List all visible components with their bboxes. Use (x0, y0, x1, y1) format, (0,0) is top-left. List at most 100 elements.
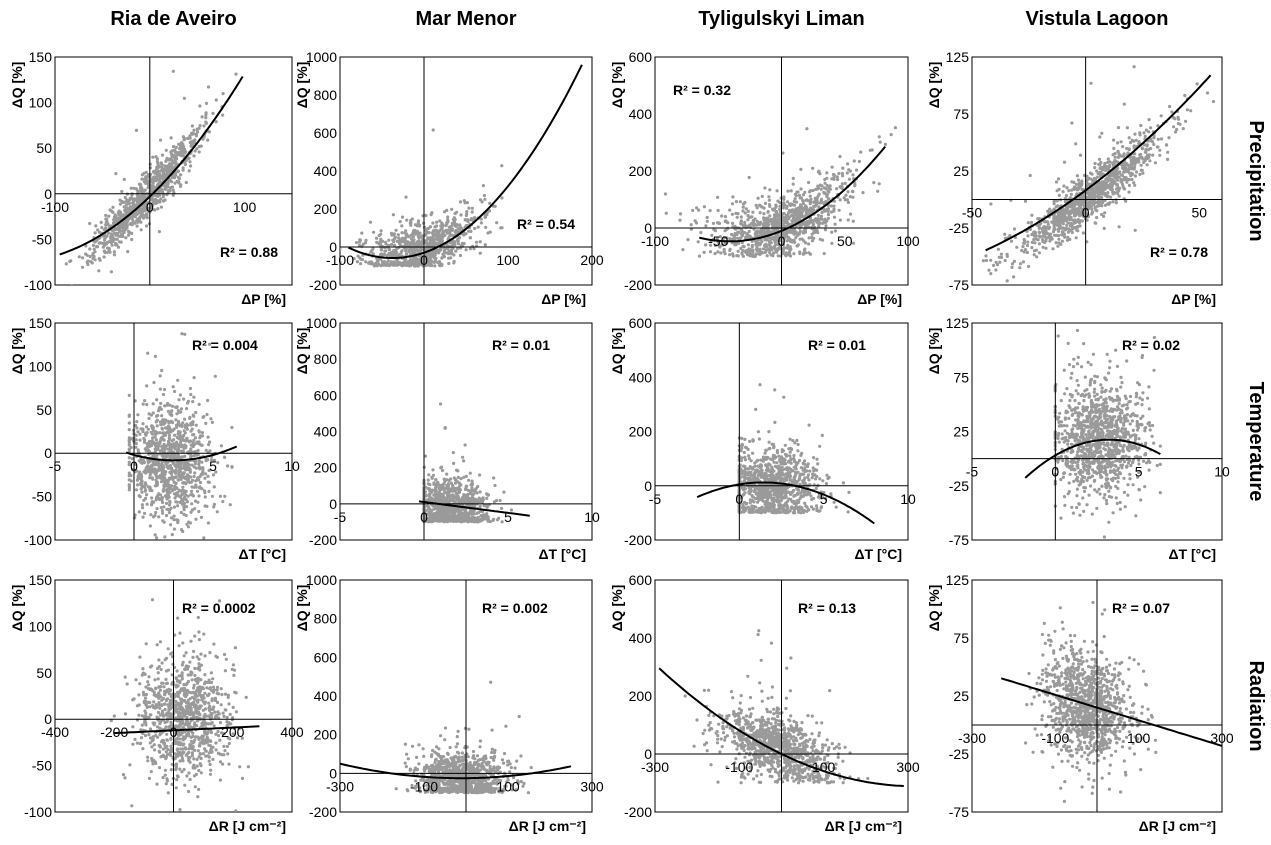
data-point (1133, 132, 1137, 136)
data-point (790, 229, 794, 233)
data-point (800, 222, 804, 226)
data-point (1021, 260, 1025, 264)
data-point (761, 247, 766, 251)
data-point (741, 205, 745, 209)
data-point (781, 206, 786, 210)
data-point (1166, 150, 1170, 154)
data-point (413, 258, 417, 262)
data-point (1026, 234, 1030, 238)
data-point (1075, 200, 1079, 204)
data-point (189, 510, 193, 514)
data-point (1063, 235, 1067, 239)
data-point (1030, 246, 1034, 250)
data-point (197, 465, 201, 469)
data-point (394, 228, 398, 232)
data-point (464, 248, 468, 252)
data-point (97, 269, 101, 273)
data-point (158, 449, 162, 453)
data-point (176, 430, 181, 434)
data-point (830, 230, 834, 234)
data-point (1116, 150, 1120, 154)
data-point (193, 485, 197, 489)
data-point (1115, 168, 1119, 172)
data-point (127, 483, 131, 487)
data-point (995, 263, 1000, 267)
data-point (159, 476, 163, 480)
data-point (1110, 172, 1114, 176)
data-point (1164, 143, 1169, 147)
data-point (134, 445, 138, 449)
plot-frame (54, 322, 293, 541)
data-point (186, 136, 190, 140)
data-point (1023, 199, 1028, 203)
data-point (214, 98, 218, 102)
data-point (708, 209, 712, 213)
data-point (476, 225, 480, 229)
data-point (163, 164, 167, 168)
data-point (1108, 160, 1112, 164)
data-point (992, 263, 996, 267)
data-point (371, 252, 375, 256)
data-point (166, 508, 171, 512)
data-point (103, 238, 107, 242)
data-point (1041, 229, 1045, 234)
data-point (1036, 238, 1040, 242)
data-point (747, 175, 751, 180)
data-point (434, 237, 438, 241)
data-point (1077, 220, 1081, 224)
data-point (1133, 174, 1137, 178)
data-point (705, 215, 709, 220)
data-point (1052, 223, 1056, 228)
column-title: Vistula Lagoon (1026, 8, 1169, 30)
data-point (184, 180, 188, 185)
data-point (1071, 207, 1075, 211)
data-point (219, 444, 223, 448)
data-point (206, 474, 210, 478)
fit-curve (985, 74, 1212, 252)
data-point (1038, 235, 1042, 239)
data-point (122, 177, 126, 181)
data-point (1080, 179, 1084, 183)
data-point (156, 182, 160, 186)
data-point (823, 228, 828, 232)
data-point (1116, 126, 1121, 130)
data-point (989, 202, 993, 206)
data-point (178, 500, 182, 504)
data-point (155, 475, 159, 479)
data-point (755, 249, 759, 253)
data-point (1132, 65, 1136, 69)
data-point (1159, 137, 1164, 141)
data-point (368, 220, 373, 224)
data-point (209, 417, 213, 421)
data-point (1018, 266, 1022, 270)
y-tick-label: 50 (36, 140, 52, 156)
data-point (456, 238, 460, 242)
data-point (145, 493, 149, 497)
data-point (161, 519, 165, 523)
data-point (448, 228, 452, 232)
x-tick-label: -100 (326, 252, 354, 268)
data-point (730, 202, 735, 206)
data-point (185, 468, 189, 472)
data-point (151, 201, 155, 205)
data-point (164, 470, 168, 474)
data-point (164, 501, 169, 505)
data-point (1066, 230, 1070, 234)
data-point (201, 137, 205, 141)
data-point (196, 500, 200, 504)
data-point (128, 196, 132, 200)
data-point (737, 241, 741, 245)
data-point (781, 236, 785, 240)
data-point (204, 101, 209, 105)
data-point (830, 241, 834, 245)
data-point (1048, 207, 1052, 211)
data-point (788, 229, 792, 233)
data-point (191, 433, 195, 437)
data-point (434, 224, 439, 228)
data-point (221, 113, 225, 117)
data-point (447, 236, 451, 240)
data-point (482, 193, 486, 198)
data-point (189, 392, 193, 397)
